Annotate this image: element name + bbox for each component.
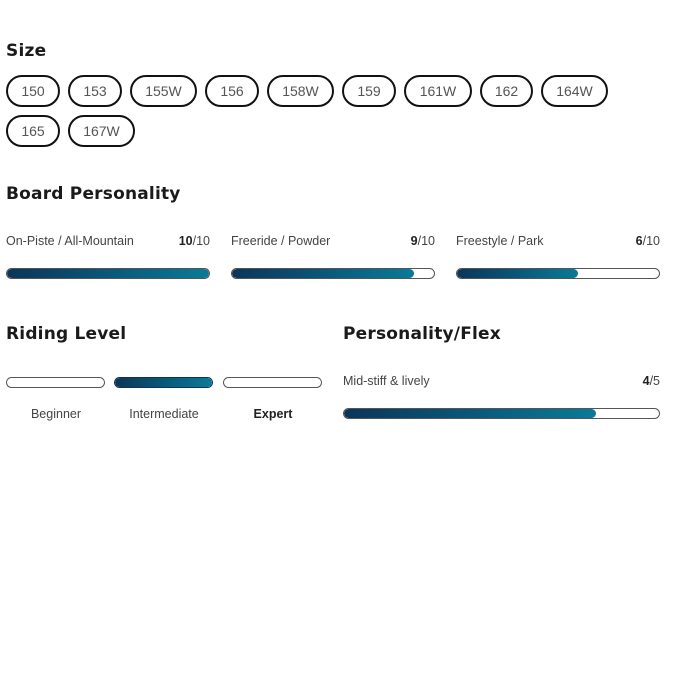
- score-value: 9: [410, 234, 418, 248]
- size-option-164w[interactable]: 164W: [541, 75, 608, 107]
- size-option-165[interactable]: 165: [6, 115, 60, 147]
- flex-label: Mid-stiff & lively: [343, 374, 430, 388]
- score-max: /10: [642, 234, 660, 248]
- size-option-167w[interactable]: 167W: [68, 115, 135, 147]
- riding-level-bar-beginner: [6, 377, 105, 388]
- personality-bar-fill: [7, 269, 209, 278]
- riding-level-bar-intermediate: [114, 377, 213, 388]
- riding-level-fill: [115, 378, 212, 387]
- riding-level-label-expert: Expert: [253, 407, 293, 421]
- score-max: /5: [649, 374, 660, 388]
- personality-score: 10/10: [150, 234, 210, 248]
- riding-level-title: Riding Level: [6, 324, 127, 344]
- size-title: Size: [6, 41, 47, 61]
- personality-bar: [456, 268, 660, 279]
- personality-score: 6/10: [600, 234, 660, 248]
- personality-bar: [6, 268, 210, 279]
- flex-bar: [343, 408, 660, 419]
- flex-score: 4/5: [600, 374, 660, 388]
- personality-label: On-Piste / All-Mountain: [6, 234, 134, 248]
- riding-level-label-intermediate: Intermediate: [129, 407, 199, 421]
- size-option-156[interactable]: 156: [205, 75, 259, 107]
- personality-bar: [231, 268, 435, 279]
- size-option-159[interactable]: 159: [342, 75, 396, 107]
- size-option-150[interactable]: 150: [6, 75, 60, 107]
- board-personality-title: Board Personality: [6, 184, 181, 204]
- score-max: /10: [192, 234, 210, 248]
- score-value: 4: [642, 374, 650, 388]
- score-value: 10: [178, 234, 193, 248]
- personality-label: Freestyle / Park: [456, 234, 544, 248]
- score-max: /10: [417, 234, 435, 248]
- personality-bar-fill: [457, 269, 579, 278]
- personality-score: 9/10: [375, 234, 435, 248]
- size-option-153[interactable]: 153: [68, 75, 122, 107]
- size-option-158w[interactable]: 158W: [267, 75, 334, 107]
- size-option-162[interactable]: 162: [480, 75, 533, 107]
- size-option-155w[interactable]: 155W: [130, 75, 197, 107]
- size-option-161w[interactable]: 161W: [404, 75, 472, 107]
- personality-label: Freeride / Powder: [231, 234, 331, 248]
- flex-bar-fill: [344, 409, 596, 418]
- riding-level-bar-expert: [223, 377, 322, 388]
- flex-title: Personality/Flex: [343, 324, 501, 344]
- score-value: 6: [635, 234, 643, 248]
- personality-bar-fill: [232, 269, 414, 278]
- riding-level-label-beginner: Beginner: [30, 407, 82, 421]
